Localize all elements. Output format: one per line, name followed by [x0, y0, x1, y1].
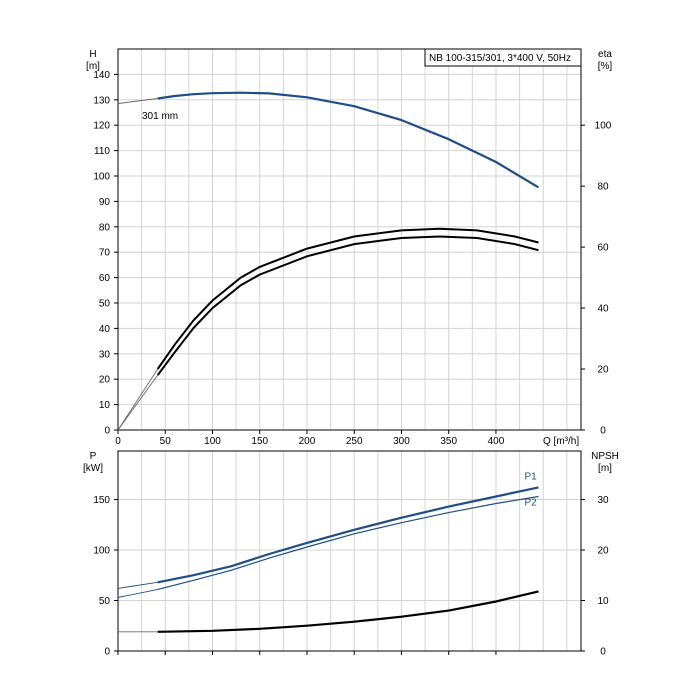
left-axis-tick-label: 140 — [93, 70, 110, 81]
left-axis-unit: [kW] — [83, 463, 103, 474]
left-axis-tick-label: 100 — [93, 545, 110, 556]
plot-frame — [117, 450, 582, 652]
right-axis-tick-label: 20 — [597, 545, 609, 556]
left-axis-tick-label: 20 — [99, 375, 111, 386]
series-efficiency-inner-extension — [117, 374, 159, 431]
left-axis-tick-label: 70 — [99, 248, 111, 259]
x-axis-tick-label: 0 — [115, 436, 121, 447]
x-axis-tick-label: 350 — [440, 436, 457, 447]
left-axis-tick-label: 120 — [93, 121, 110, 132]
series-label-p2: P2 — [524, 497, 537, 508]
power-npsh-panel: 0 50 100 150 0 10 20 30 P[kW] NPSH[m] P1 P2 — [83, 450, 619, 658]
series-pump-curve-extension — [117, 98, 158, 105]
right-axis-title: eta — [598, 49, 612, 60]
x-axis-tick-label: 300 — [393, 436, 410, 447]
chart-title: NB 100-315/301, 3*400 V, 50Hz — [429, 53, 571, 64]
plot-frame — [117, 48, 582, 431]
series-p1-line — [157, 486, 539, 584]
series-p2-extension — [117, 588, 158, 598]
right-axis-tick-label: 40 — [597, 304, 609, 315]
left-axis-tick-label: 0 — [104, 426, 110, 437]
right-axis-tick-label: 10 — [597, 596, 609, 607]
series-npsh-line — [157, 590, 539, 633]
impeller-diameter-annotation: 301 mm — [142, 111, 178, 122]
right-axis-tick-label: 60 — [597, 243, 609, 254]
right-axis-tick-label: 0 — [600, 426, 606, 437]
right-axis-title: NPSH — [591, 451, 619, 462]
series-efficiency-outer-line — [156, 227, 539, 370]
x-axis-tick-label: 200 — [299, 436, 316, 447]
left-axis-tick-label: 80 — [99, 222, 111, 233]
left-axis-tick-label: 10 — [99, 400, 111, 411]
right-axis-tick-label: 80 — [597, 182, 609, 193]
x-axis-tick-label: 50 — [160, 436, 172, 447]
x-axis-tick-label: 100 — [204, 436, 221, 447]
left-axis-tick-label: 30 — [99, 349, 111, 360]
left-axis-tick-label: 40 — [99, 324, 111, 335]
left-axis-tick-label: 50 — [99, 596, 111, 607]
series-p1-extension — [117, 581, 158, 589]
x-axis-tick-label: 250 — [346, 436, 363, 447]
x-axis-label: Q [m³/h] — [543, 436, 579, 447]
left-axis-title: H — [89, 49, 96, 60]
left-axis-tick-label: 60 — [99, 273, 111, 284]
x-axis-tick-label: 400 — [488, 436, 505, 447]
left-axis-tick-label: 0 — [104, 647, 110, 658]
left-axis-tick-label: 130 — [93, 95, 110, 106]
right-axis-tick-label: 0 — [600, 647, 606, 658]
chart-title-box — [424, 48, 582, 67]
series-label-p1: P1 — [524, 471, 537, 482]
right-axis-tick-label: 30 — [597, 495, 609, 506]
right-axis-unit: [%] — [598, 61, 613, 72]
right-axis-tick-label: 100 — [595, 121, 612, 132]
right-axis-tick-label: 20 — [597, 365, 609, 376]
series-efficiency-inner-line — [156, 235, 539, 376]
left-axis-title: P — [90, 451, 97, 462]
right-axis-unit: [m] — [598, 463, 612, 474]
left-axis-unit: [m] — [86, 61, 100, 72]
left-axis-tick-label: 90 — [99, 197, 111, 208]
left-axis-tick-label: 50 — [99, 299, 111, 310]
head-efficiency-panel: 0 10 20 30 40 50 60 70 80 90 100 110 120 130 140 0 20 40 6… — [86, 48, 613, 447]
left-axis-tick-label: 110 — [94, 146, 110, 157]
left-axis-tick-label: 150 — [93, 495, 110, 506]
series-p2-line — [157, 495, 539, 590]
series-efficiency-outer-extension — [117, 368, 159, 431]
x-axis-tick-label: 150 — [251, 436, 268, 447]
left-axis-tick-label: 100 — [93, 172, 110, 183]
series-pump-curve-line — [157, 91, 540, 189]
